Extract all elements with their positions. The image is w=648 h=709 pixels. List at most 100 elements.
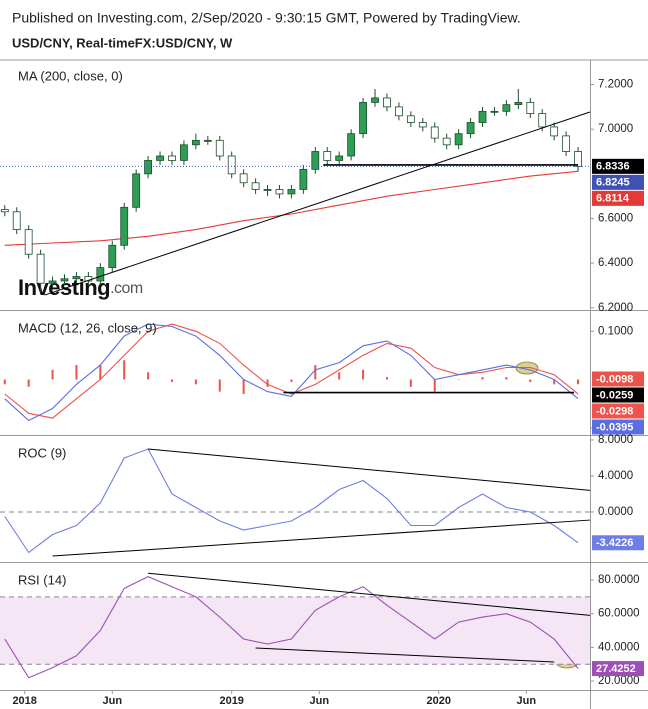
candle-body: [395, 106, 403, 117]
histogram-bar: [409, 379, 412, 387]
histogram-bar: [433, 379, 436, 392]
histogram-bar: [314, 365, 317, 380]
candle-body: [263, 189, 272, 191]
histogram-bar: [147, 372, 150, 380]
value-box: [592, 419, 644, 435]
y-tick-label: 0.1000: [598, 325, 633, 337]
y-tick-label: 4.0000: [598, 470, 633, 482]
histogram-bar: [266, 379, 269, 387]
published-note: Published on Investing.com, 2/Sep/2020 -…: [12, 10, 521, 26]
histogram-bar: [505, 377, 508, 380]
candle-body: [359, 102, 367, 135]
candle-body: [299, 168, 308, 190]
candle-body: [538, 113, 547, 128]
candle-body: [478, 110, 487, 123]
candle-body: [144, 160, 152, 175]
histogram-bar: [75, 365, 78, 380]
histogram-bar: [51, 369, 54, 380]
plot-layer: 7.2000 7.0000 6.6000 6.4000 6.2000 MA (200, c…: [0, 68, 644, 707]
x-tick-label: 2020: [426, 695, 450, 707]
candle-body: [347, 133, 356, 157]
value-box: [592, 158, 644, 174]
candle-body: [227, 155, 236, 175]
histogram-bar: [385, 377, 388, 380]
symbol-title: USD/CNY, Real-timeFX:USD/CNY, W: [12, 35, 233, 50]
series-line: [4, 323, 579, 422]
candle-body: [574, 151, 582, 167]
histogram-bar: [194, 379, 197, 385]
histogram-bar: [362, 369, 365, 380]
value-box-label: -0.0259: [596, 389, 633, 401]
candle-body: [406, 115, 415, 123]
y-tick-label: 6.4000: [598, 257, 633, 269]
candle-body: [490, 110, 499, 113]
histogram-bar: [457, 379, 460, 381]
candle-body: [323, 151, 332, 161]
x-tick-label: 2019: [219, 695, 243, 707]
x-tick-label: Jun: [310, 695, 330, 707]
x-tick-label: Jun: [102, 695, 122, 707]
candle-body: [430, 126, 439, 139]
y-tick-label: 60.0000: [598, 608, 640, 620]
value-box: [592, 371, 644, 387]
value-box-label: 6.8114: [596, 193, 630, 205]
candle-body: [442, 137, 451, 146]
value-box-label: 27.4252: [596, 663, 636, 675]
series-line: [4, 323, 579, 419]
candle-body: [215, 139, 224, 157]
value-box: [592, 387, 644, 403]
trendline: [44, 111, 591, 296]
y-tick-label: 6.2000: [598, 302, 633, 314]
trendline: [255, 647, 555, 663]
candle-body: [311, 151, 320, 170]
logo-suffix: .com: [110, 280, 143, 297]
candle-body: [132, 173, 141, 208]
candle-body: [0, 209, 9, 213]
value-box-label: -0.0395: [596, 421, 633, 433]
histogram-bar: [553, 379, 556, 385]
value-box-label: -0.0098: [596, 373, 633, 385]
candle-body: [562, 135, 571, 152]
candle-body: [514, 102, 523, 106]
candle-body: [335, 155, 344, 161]
value-box: [592, 661, 644, 677]
value-box-label: 6.8245: [596, 177, 630, 189]
series-line: [4, 575, 579, 679]
candle-body: [24, 229, 33, 255]
histogram-bar: [218, 379, 221, 392]
y-tick-label: 80.0000: [598, 574, 640, 586]
value-box-label: -3.4226: [596, 537, 633, 549]
candle-body: [48, 280, 57, 284]
value-box: [592, 174, 644, 190]
candle-body: [502, 104, 511, 112]
candle-body: [96, 267, 105, 282]
value-box: [592, 190, 644, 206]
trendline: [52, 519, 591, 557]
x-tick-label: 2018: [12, 695, 36, 707]
histogram-bar: [170, 379, 173, 382]
candle-body: [180, 144, 188, 161]
histogram-bar: [481, 377, 484, 380]
candle-body: [287, 189, 296, 195]
candle-body: [108, 244, 117, 268]
histogram-bar: [529, 379, 532, 382]
y-tick-label: 0.0000: [598, 506, 633, 518]
candle-body: [466, 122, 475, 135]
candle-body: [72, 276, 81, 280]
series-line: [4, 448, 579, 554]
histogram-bar: [3, 379, 6, 385]
y-tick-label: 40.0000: [598, 641, 640, 653]
candle-body: [418, 122, 427, 128]
histogram-bar: [290, 379, 293, 382]
candle-body: [120, 206, 129, 246]
candle-body: [383, 97, 391, 108]
candle-body: [36, 253, 45, 284]
y-tick-label: 7.2000: [598, 79, 633, 91]
trendline: [148, 448, 591, 491]
candle-body: [191, 139, 200, 146]
x-tick-label: Jun: [517, 695, 537, 707]
histogram-bar: [338, 372, 341, 380]
candle-body: [156, 155, 164, 161]
candle-body: [203, 139, 212, 142]
